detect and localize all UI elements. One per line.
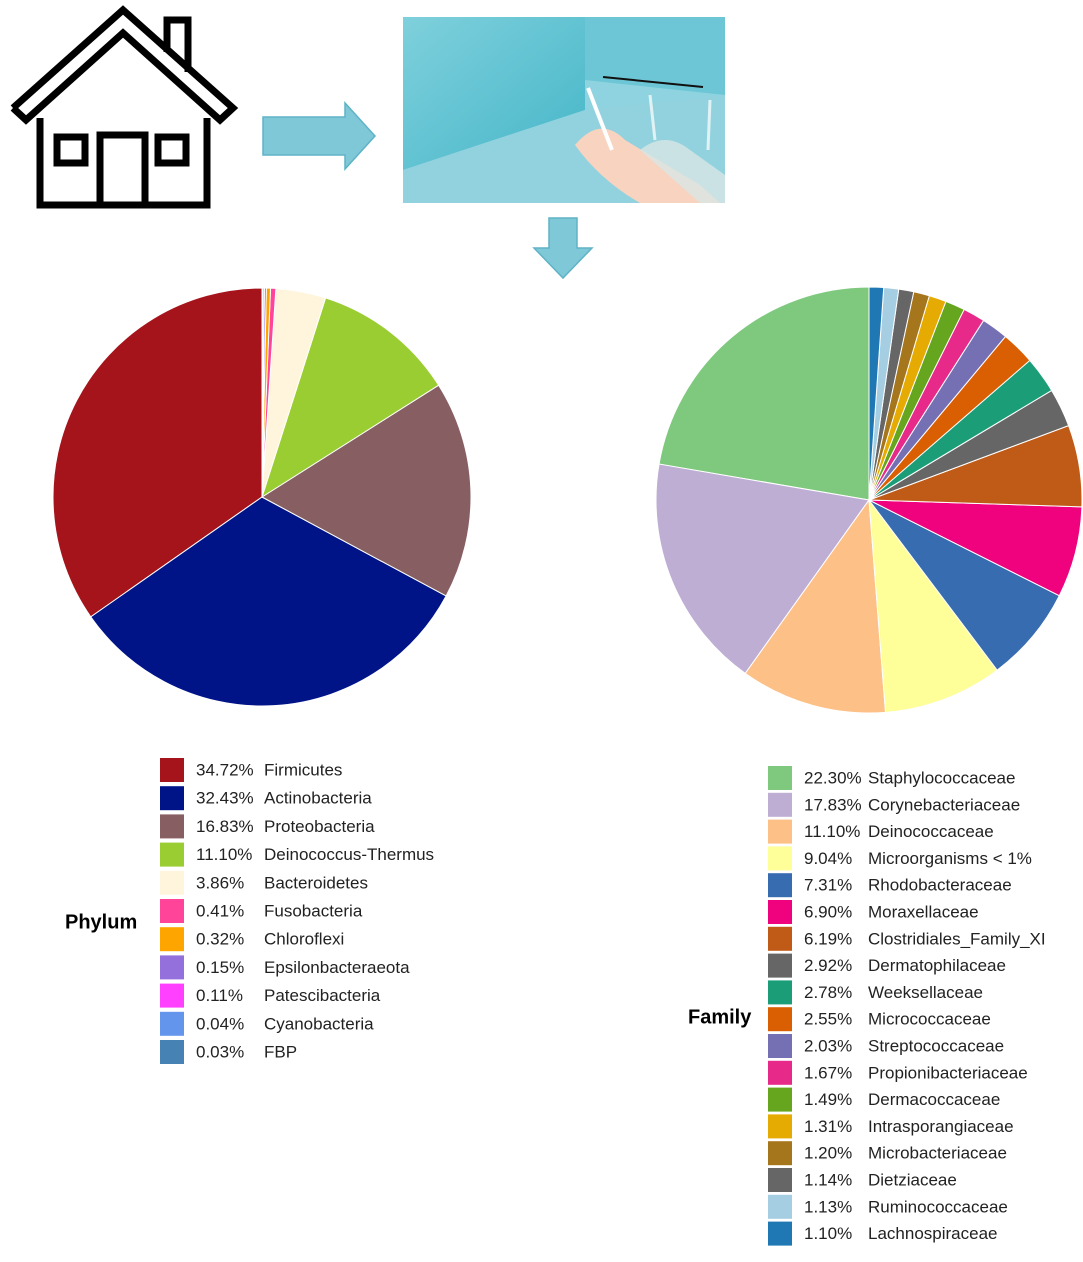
legend-label: Cyanobacteria: [264, 1014, 374, 1033]
legend-value: 0.32%: [196, 930, 244, 949]
legend-label: Micrococcaceae: [868, 1010, 991, 1029]
legend-label: Deinococcus-Thermus: [264, 845, 434, 864]
legend-swatch: [160, 814, 184, 838]
legend-value: 1.49%: [804, 1090, 852, 1109]
legend-swatch: [768, 793, 792, 817]
legend-value: 0.03%: [196, 1042, 244, 1061]
legend-swatch: [768, 846, 792, 870]
legend-value: 6.19%: [804, 929, 852, 948]
legend-swatch: [768, 900, 792, 924]
legend-value: 3.86%: [196, 873, 244, 892]
legend-label: FBP: [264, 1042, 297, 1061]
legend-value: 0.04%: [196, 1014, 244, 1033]
legend-swatch: [768, 1222, 792, 1246]
legend-label: Chloroflexi: [264, 930, 344, 949]
pie-slice: [659, 287, 869, 500]
legend-value: 7.31%: [804, 876, 852, 895]
legend-value: 0.15%: [196, 958, 244, 977]
legend-swatch: [160, 955, 184, 979]
legend-label: Propionibacteriaceae: [868, 1063, 1028, 1082]
legend-label: Microorganisms < 1%: [868, 849, 1032, 868]
legend-value: 32.43%: [196, 789, 254, 808]
legend-swatch: [768, 1034, 792, 1058]
legend-label: Clostridiales_Family_XI: [868, 929, 1046, 948]
legend-swatch: [768, 1007, 792, 1031]
legend-label: Corynebacteriaceae: [868, 795, 1020, 814]
legend-label: Dermatophilaceae: [868, 956, 1006, 975]
legend-swatch: [768, 1141, 792, 1165]
legend-label: Moraxellaceae: [868, 902, 979, 921]
legend-swatch: [768, 873, 792, 897]
legend-value: 2.55%: [804, 1010, 852, 1029]
legend-value: 1.31%: [804, 1117, 852, 1136]
legend-swatch: [768, 1168, 792, 1192]
legend-swatch: [768, 820, 792, 844]
legend-value: 0.41%: [196, 901, 244, 920]
legend-label: Rhodobacteraceae: [868, 876, 1012, 895]
legend-value: 16.83%: [196, 817, 254, 836]
legend-label: Deinococcaceae: [868, 822, 994, 841]
legend-value: 17.83%: [804, 795, 862, 814]
legend-value: 1.67%: [804, 1063, 852, 1082]
legend-swatch: [768, 1061, 792, 1085]
legend-label: Dermacoccaceae: [868, 1090, 1000, 1109]
legend-swatch: [768, 980, 792, 1004]
legend-label: Dietziaceae: [868, 1170, 957, 1189]
legend-value: 2.03%: [804, 1036, 852, 1055]
legend-label: Firmicutes: [264, 760, 342, 779]
legend-value: 6.90%: [804, 902, 852, 921]
swab-illustration: [403, 17, 725, 203]
legend-value: 11.10%: [804, 822, 860, 841]
legend-swatch: [768, 927, 792, 951]
legend-swatch: [160, 871, 184, 895]
legend-swatch: [768, 766, 792, 790]
legend-label: Actinobacteria: [264, 789, 372, 808]
legend-label: Epsilonbacteraeota: [264, 958, 410, 977]
legend-value: 34.72%: [196, 760, 254, 779]
legend-swatch: [160, 899, 184, 923]
legend-label: Lachnospiraceae: [868, 1224, 997, 1243]
legend-value: 1.14%: [804, 1170, 852, 1189]
legend-swatch: [160, 1040, 184, 1064]
legend-value: 9.04%: [804, 849, 852, 868]
legend-value: 1.10%: [804, 1224, 852, 1243]
legend-label: Ruminococcaceae: [868, 1197, 1008, 1216]
arrow-down: [534, 218, 592, 278]
legend-label: Fusobacteria: [264, 901, 363, 920]
legend-title: Family: [688, 1006, 752, 1028]
legend-swatch: [768, 1088, 792, 1112]
legend-value: 11.10%: [196, 845, 252, 864]
legend-swatch: [768, 1195, 792, 1219]
legend-swatch: [768, 954, 792, 978]
legend-value: 2.92%: [804, 956, 852, 975]
legend-title: Phylum: [65, 911, 137, 933]
legend-value: 1.13%: [804, 1197, 852, 1216]
legend-swatch: [768, 1114, 792, 1138]
legend-label: Streptococcaceae: [868, 1036, 1004, 1055]
legend-label: Microbacteriaceae: [868, 1144, 1007, 1163]
legend-swatch: [160, 786, 184, 810]
legend-value: 0.11%: [196, 986, 243, 1005]
arrow-right: [263, 103, 375, 169]
legend-value: 2.78%: [804, 983, 852, 1002]
legend-swatch: [160, 758, 184, 782]
legend-label: Weeksellaceae: [868, 983, 983, 1002]
legend-label: Proteobacteria: [264, 817, 375, 836]
legend-swatch: [160, 984, 184, 1008]
legend-value: 1.20%: [804, 1144, 852, 1163]
legend-swatch: [160, 843, 184, 867]
legend-swatch: [160, 927, 184, 951]
house-icon: [13, 10, 233, 205]
legend-value: 22.30%: [804, 768, 862, 787]
legend-label: Bacteroidetes: [264, 873, 368, 892]
legend-label: Patescibacteria: [264, 986, 381, 1005]
legend-swatch: [160, 1012, 184, 1036]
legend-label: Intrasporangiaceae: [868, 1117, 1014, 1136]
legend-label: Staphylococcaceae: [868, 768, 1015, 787]
